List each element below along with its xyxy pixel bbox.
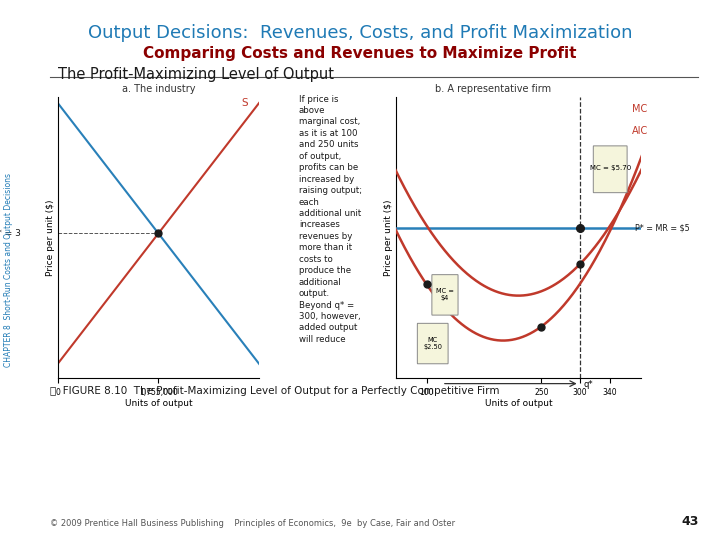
Text: If price is
above
marginal cost,
as it is at 100
and 250 units
of output,
profit: If price is above marginal cost, as it i…: [299, 94, 362, 344]
Text: b. A representative firm: b. A representative firm: [435, 84, 552, 94]
Y-axis label: Price per unit ($): Price per unit ($): [46, 199, 55, 276]
FancyBboxPatch shape: [432, 275, 458, 315]
X-axis label: Units of output: Units of output: [485, 400, 552, 408]
Text: The Profit-Maximizing Level of Output: The Profit-Maximizing Level of Output: [58, 68, 333, 83]
Text: P* = MR = $5: P* = MR = $5: [635, 224, 690, 233]
Y-axis label: Price per unit ($): Price per unit ($): [384, 199, 393, 276]
Text: AIC: AIC: [631, 126, 648, 136]
Text: Comparing Costs and Revenues to Maximize Profit: Comparing Costs and Revenues to Maximize…: [143, 46, 577, 61]
Text: MC =
$4: MC = $4: [436, 288, 454, 301]
Text: MC: MC: [631, 104, 647, 114]
Text: 43: 43: [681, 515, 698, 528]
Text: MC = $5.70: MC = $5.70: [590, 165, 631, 171]
Text: q*: q*: [583, 380, 593, 389]
Text: © 2009 Prentice Hall Business Publishing    Principles of Economics,  9e  by Cas: © 2009 Prentice Hall Business Publishing…: [50, 519, 456, 528]
X-axis label: Units of output: Units of output: [125, 400, 192, 408]
Text: ⓘ  FIGURE 8.10  The Profit-Maximizing Level of Output for a Perfectly Competitiv: ⓘ FIGURE 8.10 The Profit-Maximizing Leve…: [50, 386, 500, 396]
Text: MC
$2.50: MC $2.50: [423, 337, 442, 350]
Text: S: S: [242, 98, 248, 107]
FancyBboxPatch shape: [418, 323, 448, 364]
Text: P* = 3: P* = 3: [0, 229, 22, 238]
FancyBboxPatch shape: [593, 146, 627, 193]
Text: a. The industry: a. The industry: [122, 84, 195, 94]
Text: Output Decisions:  Revenues, Costs, and Profit Maximization: Output Decisions: Revenues, Costs, and P…: [88, 24, 632, 42]
Text: CHAPTER 8  Short-Run Costs and Output Decisions: CHAPTER 8 Short-Run Costs and Output Dec…: [4, 173, 13, 367]
